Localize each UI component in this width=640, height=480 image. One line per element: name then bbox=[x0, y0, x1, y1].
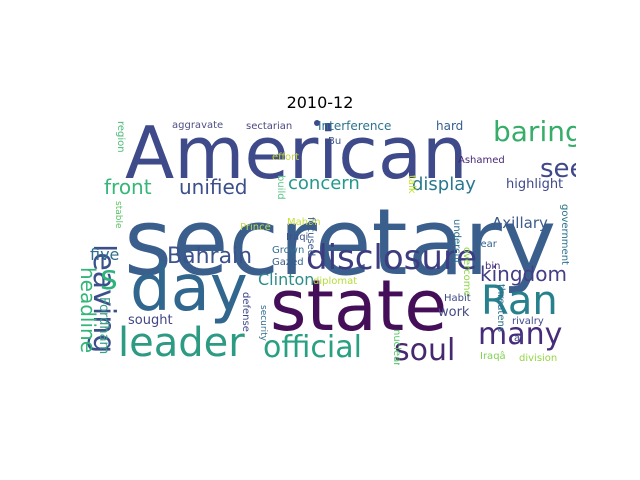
word-five: five bbox=[90, 245, 119, 264]
word-highlight: highlight bbox=[506, 177, 563, 192]
word-bin: bin bbox=[485, 261, 500, 272]
word-interference: Interference bbox=[318, 119, 391, 133]
word-soul: soul bbox=[394, 333, 455, 365]
word-official: official bbox=[263, 330, 362, 365]
word-kingdom: kingdom bbox=[480, 262, 567, 286]
word-day: day bbox=[130, 252, 248, 326]
word-american: American bbox=[125, 117, 468, 195]
word-clinton: Clinton bbox=[258, 270, 314, 289]
word-display: display bbox=[412, 174, 476, 195]
word-bahrain: Bahrain bbox=[167, 244, 252, 269]
word-ran: Ran bbox=[481, 278, 558, 324]
word-region: region bbox=[115, 121, 126, 153]
word-leader: leader bbox=[118, 320, 245, 365]
word-state: state bbox=[270, 265, 447, 347]
word-government: government bbox=[559, 204, 570, 265]
word-bu: Bu bbox=[328, 136, 341, 147]
word-effort: effort bbox=[272, 152, 299, 163]
word-threatens: threatens bbox=[495, 284, 506, 332]
word-unified: unified bbox=[179, 175, 248, 199]
word-stable: stable bbox=[113, 201, 123, 229]
word-baring: baring bbox=[493, 117, 576, 148]
word-axillary: Axillary bbox=[492, 214, 548, 232]
word-security: security bbox=[258, 305, 268, 342]
word-mahan: Mahan bbox=[287, 217, 321, 228]
word-aggravate: aggravate bbox=[172, 120, 223, 131]
word-prince: Prince bbox=[240, 222, 271, 233]
word-gazed: Gazed bbox=[272, 257, 304, 268]
word-rivalry: rivalry bbox=[512, 316, 544, 327]
word-talk: talk bbox=[406, 175, 417, 194]
word-al: al bbox=[514, 333, 523, 344]
word-nuclear: nuclear bbox=[391, 329, 402, 365]
word-fordham: Fordham bbox=[96, 297, 111, 354]
word-focused: focused bbox=[305, 217, 316, 256]
word-ashamed: Ashamed bbox=[458, 155, 505, 166]
dot-mark bbox=[314, 120, 320, 126]
word-many: many bbox=[478, 317, 562, 352]
word-division: division bbox=[519, 353, 557, 364]
word-iraq: Iraqâ bbox=[480, 350, 506, 362]
word-diplomat: diplomat bbox=[313, 276, 357, 287]
word-build: build bbox=[275, 175, 286, 200]
word-hard: hard bbox=[436, 119, 463, 133]
word-sectarian: sectarian bbox=[246, 121, 292, 132]
word-headline: headline bbox=[80, 267, 100, 353]
word-fear: fear bbox=[477, 239, 498, 250]
word-seem: seem bbox=[540, 154, 576, 184]
word-front: front bbox=[104, 175, 152, 199]
word-cloud: secretary American state day Ran leader disclo… bbox=[80, 117, 576, 365]
word-defense: defense bbox=[240, 292, 251, 332]
word-secretary: secretary bbox=[124, 189, 556, 296]
word-leaving: leaving bbox=[86, 244, 121, 353]
word-overcome: overcome bbox=[461, 247, 472, 297]
word-habit: Habit bbox=[444, 293, 471, 304]
word-undercut: undercut bbox=[451, 219, 462, 264]
word-disclosure: disclosure bbox=[306, 238, 477, 278]
word-iraqi: Iraqi bbox=[286, 232, 308, 243]
word-concern: concern bbox=[288, 173, 360, 194]
word-sought: sought bbox=[128, 313, 173, 328]
chart-title: 2010-12 bbox=[286, 93, 354, 112]
word-grown: Grown bbox=[272, 245, 304, 256]
word-work: work bbox=[438, 305, 470, 320]
word-s: s bbox=[100, 258, 118, 298]
